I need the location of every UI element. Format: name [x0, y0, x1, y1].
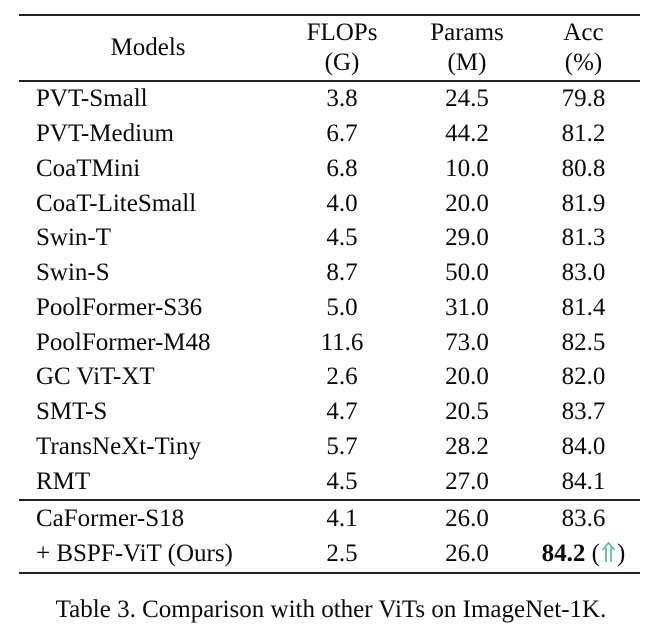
params-cell: 10.0: [445, 154, 489, 182]
header-params: Params (M): [407, 18, 527, 78]
acc-cell: 84.0: [561, 432, 606, 460]
acc-cell: 84.2 (): [527, 540, 640, 568]
acc-cell: 83.7: [561, 398, 606, 426]
acc-cell: 81.9: [561, 189, 606, 217]
flops-cell: 2.6: [326, 363, 358, 391]
model-cell: GC ViT-XT: [36, 363, 155, 391]
table-row: PVT-Small 3.8 24.5 79.8: [19, 82, 640, 117]
header-params-label: Params: [430, 19, 504, 46]
model-cell: CoaTMini: [36, 154, 141, 182]
table-row: SMT-S 4.7 20.5 83.7: [19, 395, 640, 430]
flops-cell: 6.8: [326, 154, 358, 182]
table-row: TransNeXt-Tiny 5.7 28.2 84.0: [19, 430, 640, 465]
model-cell: CoaT-LiteSmall: [36, 189, 197, 217]
params-cell: 26.0: [445, 540, 489, 568]
table-row: RMT 4.5 27.0 84.1: [19, 464, 640, 499]
acc-cell: 79.8: [561, 85, 606, 113]
params-cell: 20.5: [445, 398, 489, 426]
header-params-unit: (M): [447, 49, 487, 76]
params-cell: 20.0: [445, 363, 489, 391]
acc-value: 84.2: [541, 540, 586, 568]
params-cell: 31.0: [445, 293, 489, 321]
params-cell: 28.2: [445, 432, 489, 460]
table-row: Swin-T 4.5 29.0 81.3: [19, 221, 640, 256]
model-cell: RMT: [36, 467, 91, 495]
header-models: Models: [110, 34, 186, 61]
table-group: PVT-Small 3.8 24.5 79.8 PVT-Medium 6.7 44.2 81.…: [19, 82, 640, 499]
flops-cell: 3.8: [326, 85, 358, 113]
header-acc-label: Acc: [563, 19, 604, 46]
flops-cell: 5.0: [326, 293, 358, 321]
table-row: CoaTMini 6.8 10.0 80.8: [19, 152, 640, 187]
up-arrow-icon: [601, 541, 616, 563]
header-flops-label: FLOPs: [306, 19, 378, 46]
table-row: Swin-S 8.7 50.0 83.0: [19, 256, 640, 291]
params-cell: 73.0: [445, 328, 489, 356]
flops-cell: 4.0: [326, 189, 358, 217]
table-row: CaFormer-S18 4.1 26.0 83.6: [19, 501, 640, 537]
acc-cell: 84.1: [561, 467, 606, 495]
paren-open: (: [591, 540, 600, 568]
params-cell: 29.0: [445, 224, 489, 252]
model-cell: PoolFormer-M48: [36, 328, 211, 356]
flops-cell: 4.5: [326, 224, 358, 252]
params-cell: 27.0: [445, 467, 489, 495]
flops-cell: 4.7: [326, 398, 358, 426]
table-row: PoolFormer-M48 11.6 73.0 82.5: [19, 325, 640, 360]
flops-cell: 4.1: [326, 504, 358, 532]
model-cell: PoolFormer-S36: [36, 293, 203, 321]
model-cell: SMT-S: [36, 398, 108, 426]
header-acc-unit: (%): [564, 49, 603, 76]
table-row: + BSPF-ViT (Ours) 2.5 26.0 84.2 (): [19, 537, 640, 573]
model-cell: Swin-S: [36, 259, 110, 287]
acc-cell: 81.4: [561, 293, 606, 321]
header-acc: Acc (%): [527, 18, 640, 78]
model-cell: PVT-Medium: [36, 120, 174, 148]
acc-cell: 81.2: [561, 120, 606, 148]
header-flops: FLOPs (G): [277, 18, 407, 78]
params-cell: 26.0: [445, 504, 489, 532]
params-cell: 20.0: [445, 189, 489, 217]
table-row: GC ViT-XT 2.6 20.0 82.0: [19, 360, 640, 395]
flops-cell: 2.5: [326, 540, 358, 568]
table-body: PVT-Small 3.8 24.5 79.8 PVT-Medium 6.7 44.2 81.…: [19, 82, 640, 574]
table-row: CoaT-LiteSmall 4.0 20.0 81.9: [19, 186, 640, 221]
acc-cell: 83.6: [561, 504, 606, 532]
model-cell: TransNeXt-Tiny: [36, 432, 201, 460]
header-flops-unit: (G): [324, 49, 360, 76]
paren-close: ): [617, 540, 626, 568]
acc-cell: 80.8: [561, 154, 606, 182]
table-row: PVT-Medium 6.7 44.2 81.2: [19, 117, 640, 152]
table-caption: Table 3. Comparison with other ViTs on I…: [55, 596, 607, 623]
params-cell: 24.5: [445, 85, 489, 113]
acc-cell: 83.0: [561, 259, 606, 287]
params-cell: 44.2: [445, 120, 489, 148]
model-cell: PVT-Small: [36, 85, 148, 113]
results-table: Models FLOPs (G) Params (M) Acc (%) PVT-…: [19, 14, 640, 574]
params-cell: 50.0: [445, 259, 489, 287]
acc-cell: 82.0: [561, 363, 606, 391]
model-cell: Swin-T: [36, 224, 111, 252]
flops-cell: 8.7: [326, 259, 358, 287]
acc-cell: 82.5: [561, 328, 606, 356]
table-row: PoolFormer-S36 5.0 31.0 81.4: [19, 291, 640, 326]
model-cell: + BSPF-ViT (Ours): [36, 540, 233, 568]
flops-cell: 5.7: [326, 432, 358, 460]
flops-cell: 11.6: [320, 328, 364, 356]
flops-cell: 6.7: [326, 120, 358, 148]
model-cell: CaFormer-S18: [36, 504, 185, 532]
acc-cell: 81.3: [561, 224, 606, 252]
table-header: Models FLOPs (G) Params (M) Acc (%): [19, 14, 640, 82]
table-group: CaFormer-S18 4.1 26.0 83.6 + BSPF-ViT (Ours)…: [19, 499, 640, 572]
flops-cell: 4.5: [326, 467, 358, 495]
